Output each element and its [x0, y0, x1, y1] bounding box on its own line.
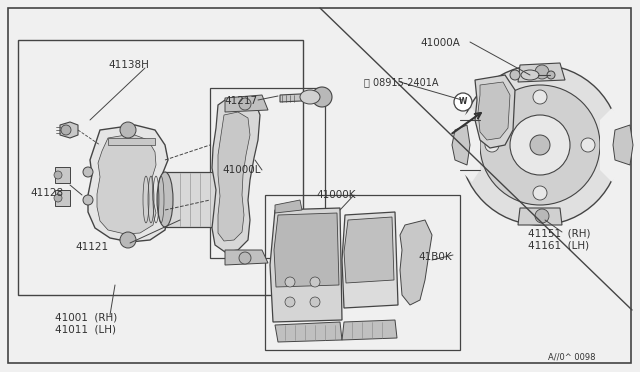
Circle shape — [454, 93, 472, 111]
Polygon shape — [212, 98, 260, 252]
Circle shape — [460, 65, 620, 225]
Circle shape — [54, 171, 62, 179]
Circle shape — [83, 167, 93, 177]
Circle shape — [285, 277, 295, 287]
Text: 41161  (LH): 41161 (LH) — [528, 240, 589, 250]
Polygon shape — [452, 125, 470, 165]
Polygon shape — [600, 108, 620, 182]
Polygon shape — [274, 213, 339, 287]
Text: 41001  (RH): 41001 (RH) — [55, 312, 117, 322]
Circle shape — [120, 122, 136, 138]
Polygon shape — [270, 208, 342, 322]
Polygon shape — [478, 82, 510, 140]
Polygon shape — [55, 167, 70, 183]
Polygon shape — [275, 322, 342, 342]
Circle shape — [239, 98, 251, 110]
Ellipse shape — [521, 70, 539, 80]
Polygon shape — [460, 108, 480, 182]
Polygon shape — [475, 75, 515, 148]
Circle shape — [310, 297, 320, 307]
Text: ⑗ 08915-2401A: ⑗ 08915-2401A — [364, 77, 438, 87]
Text: 41128: 41128 — [30, 188, 63, 198]
Polygon shape — [400, 220, 432, 305]
Polygon shape — [280, 93, 322, 102]
Polygon shape — [60, 122, 78, 138]
Text: 41000K: 41000K — [316, 190, 355, 200]
Circle shape — [120, 232, 136, 248]
Text: 41000L: 41000L — [222, 165, 260, 175]
Polygon shape — [342, 320, 397, 340]
Polygon shape — [218, 112, 250, 241]
Circle shape — [83, 195, 93, 205]
Circle shape — [530, 135, 550, 155]
Circle shape — [510, 70, 520, 80]
Text: A//0^ 0098: A//0^ 0098 — [548, 352, 595, 361]
Circle shape — [581, 138, 595, 152]
Circle shape — [480, 85, 600, 205]
Circle shape — [310, 277, 320, 287]
Bar — [18, 40, 303, 295]
Ellipse shape — [157, 172, 173, 227]
Circle shape — [547, 71, 555, 79]
Bar — [210, 88, 325, 258]
Polygon shape — [613, 125, 633, 165]
Text: 41138H: 41138H — [108, 60, 149, 70]
Circle shape — [535, 65, 549, 79]
Text: 41B0K: 41B0K — [418, 252, 452, 262]
Circle shape — [239, 252, 251, 264]
Circle shape — [533, 90, 547, 104]
Bar — [165, 172, 230, 227]
Polygon shape — [225, 250, 268, 265]
Polygon shape — [518, 208, 562, 225]
Polygon shape — [55, 190, 70, 206]
Text: 41011  (LH): 41011 (LH) — [55, 325, 116, 335]
Ellipse shape — [300, 90, 320, 104]
Text: 41151  (RH): 41151 (RH) — [528, 228, 591, 238]
Polygon shape — [518, 63, 565, 82]
Polygon shape — [342, 212, 398, 308]
Circle shape — [54, 194, 62, 202]
Circle shape — [510, 115, 570, 175]
Polygon shape — [88, 125, 168, 242]
Circle shape — [312, 87, 332, 107]
Bar — [265, 195, 460, 350]
Polygon shape — [108, 138, 155, 145]
Circle shape — [285, 297, 295, 307]
Polygon shape — [344, 217, 394, 283]
Ellipse shape — [222, 172, 238, 227]
Circle shape — [533, 186, 547, 200]
Text: 41217: 41217 — [224, 96, 257, 106]
Polygon shape — [225, 95, 268, 112]
Text: W: W — [459, 97, 467, 106]
Text: 41121: 41121 — [75, 242, 108, 252]
Text: 41000A: 41000A — [420, 38, 460, 48]
Polygon shape — [275, 200, 302, 213]
Circle shape — [485, 138, 499, 152]
Circle shape — [535, 209, 549, 223]
Polygon shape — [97, 134, 156, 234]
Circle shape — [61, 125, 71, 135]
